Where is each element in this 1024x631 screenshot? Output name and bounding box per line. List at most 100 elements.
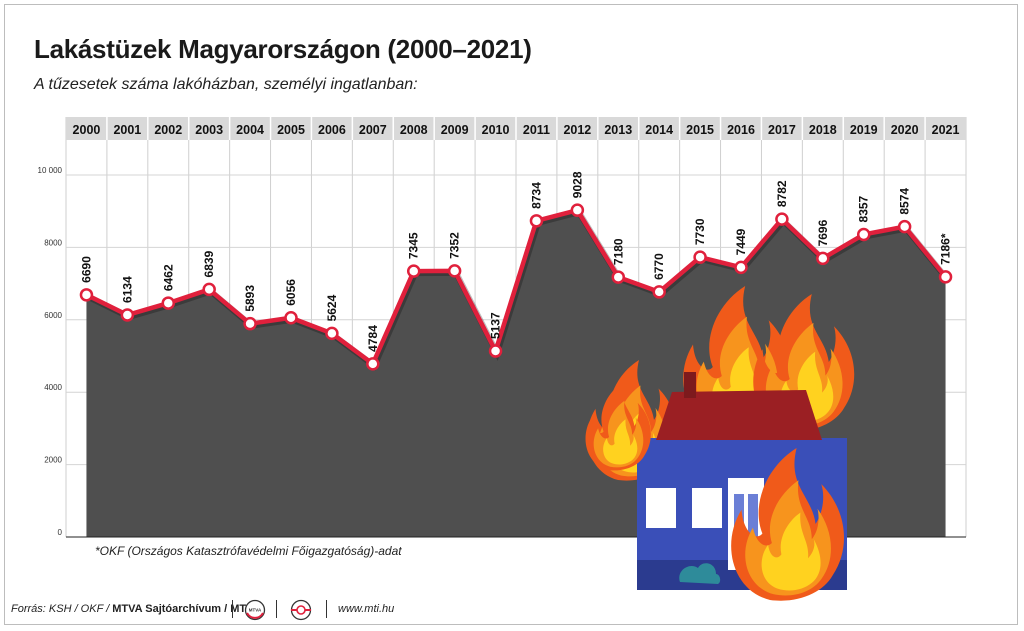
year-label: 2013 [604, 123, 632, 137]
data-point [570, 203, 585, 217]
data-label: 5624 [325, 294, 339, 321]
year-label: 2021 [932, 123, 960, 137]
year-label: 2002 [154, 123, 182, 137]
data-label: 8574 [898, 188, 912, 215]
year-label: 2007 [359, 123, 387, 137]
footer-separator [232, 600, 233, 618]
year-label: 2008 [400, 123, 428, 137]
year-label: 2020 [891, 123, 919, 137]
data-label: 7345 [407, 232, 421, 259]
year-label: 2015 [686, 123, 714, 137]
window-icon [646, 488, 676, 528]
year-label: 2005 [277, 123, 305, 137]
data-label: 7186* [939, 233, 953, 265]
data-point [938, 270, 953, 284]
year-label: 2017 [768, 123, 796, 137]
flame-front-icon [731, 448, 845, 601]
mtva-logo-text: MTVA [249, 608, 262, 613]
data-point [284, 311, 298, 325]
data-point [856, 227, 871, 242]
footer-separator [276, 600, 277, 618]
page-subtitle: A tűzesetek száma lakóházban, személyi i… [34, 76, 418, 93]
data-label: 7352 [448, 232, 462, 259]
data-label: 8782 [775, 180, 789, 207]
data-point [652, 285, 666, 299]
year-label: 2019 [850, 123, 878, 137]
y-tick-label: 2000 [44, 456, 62, 465]
data-point [897, 219, 912, 234]
footnote: *OKF (Országos Katasztrófavédelmi Főigaz… [95, 544, 402, 558]
series-line [85, 207, 948, 367]
page-title: Lakástüzek Magyarországon (2000–2021) [34, 34, 532, 64]
data-label: 7730 [693, 218, 707, 245]
year-label: 2016 [727, 123, 755, 137]
data-label: 9028 [570, 171, 584, 198]
year-label: 2003 [195, 123, 223, 137]
year-label: 2012 [563, 123, 591, 137]
house-chimney [684, 372, 696, 398]
mtva-logo-icon: MTVA [244, 599, 266, 621]
data-label: 8357 [857, 195, 871, 222]
window-icon [692, 488, 722, 528]
year-label: 2018 [809, 123, 837, 137]
data-label: 6056 [284, 279, 298, 306]
data-label: 6839 [202, 250, 216, 277]
data-point [406, 264, 421, 278]
data-point [243, 316, 257, 331]
data-point [693, 250, 707, 264]
data-label: 6770 [652, 253, 666, 280]
data-point [529, 214, 544, 228]
data-point [79, 288, 94, 302]
burning-house-illustration [585, 286, 855, 601]
data-label: 7180 [611, 238, 625, 265]
year-label: 2009 [441, 123, 469, 137]
data-point [488, 344, 503, 358]
data-label: 8734 [529, 182, 543, 209]
data-point [202, 282, 216, 297]
y-tick-label: 0 [58, 528, 63, 537]
year-label: 2001 [113, 123, 141, 137]
y-tick-label: 4000 [44, 383, 62, 392]
data-point [120, 308, 135, 322]
year-label: 2000 [73, 123, 101, 137]
data-label: 6134 [120, 276, 134, 303]
bush-icon [679, 563, 721, 584]
year-label: 2014 [645, 123, 673, 137]
flame-small-icon [585, 382, 651, 471]
data-label: 5893 [243, 285, 257, 312]
data-label: 4784 [366, 325, 380, 352]
data-point [816, 251, 830, 266]
data-point [447, 264, 462, 278]
data-point [734, 260, 748, 275]
source-prefix: Forrás: KSH / OKF / [11, 603, 113, 615]
data-point [325, 326, 339, 341]
data-point [611, 270, 626, 284]
source-line: Forrás: KSH / OKF / MTVA Sajtóarchívum /… [11, 603, 249, 615]
footer-separator [326, 600, 327, 618]
flame-inner [761, 512, 821, 591]
data-point [161, 296, 176, 310]
year-band: 2000 2001 2002 2003 2004 2005 2006 2007 2008 2009… [66, 117, 966, 140]
data-point [366, 357, 380, 371]
y-tick-label: 6000 [44, 311, 62, 320]
mti-logo-icon [290, 599, 312, 621]
data-label: 6462 [161, 264, 175, 291]
label-layer: 6690 6134 6462 6839 5893 6056 5624 4784 7345 7352… [79, 171, 952, 352]
data-label: 7449 [734, 228, 748, 255]
line-layer [79, 203, 953, 371]
year-label: 2006 [318, 123, 346, 137]
year-label: 2011 [523, 123, 550, 137]
house-roof [656, 390, 822, 440]
data-point [775, 212, 789, 226]
y-tick-label: 8000 [44, 238, 62, 247]
y-tick-label: 10 000 [38, 166, 63, 175]
data-label: 6690 [79, 256, 93, 283]
source-agency: MTVA Sajtóarchívum / MTI [112, 603, 250, 615]
data-label: 7696 [816, 219, 830, 246]
year-label: 2010 [482, 123, 510, 137]
website-link[interactable]: www.mti.hu [338, 603, 395, 615]
year-label: 2004 [236, 123, 264, 137]
flame-inner [603, 419, 638, 465]
data-label: 5137 [489, 312, 503, 339]
